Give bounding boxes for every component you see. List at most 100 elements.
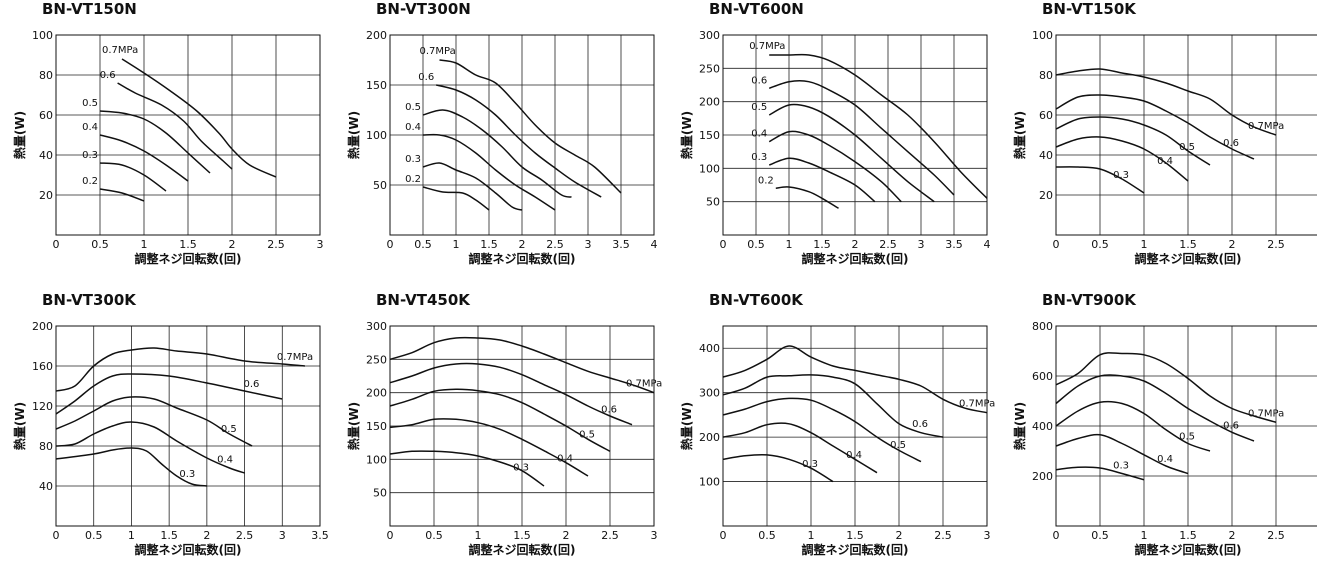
x-tick-label: 2 bbox=[896, 529, 903, 542]
y-tick-label: 800 bbox=[1032, 320, 1053, 333]
series-label: 0.4 bbox=[846, 450, 862, 461]
series-line bbox=[423, 110, 572, 197]
y-tick-label: 200 bbox=[32, 320, 53, 333]
series-label: 0.3 bbox=[1113, 461, 1129, 472]
series-line bbox=[1056, 69, 1276, 135]
x-tick-label: 3 bbox=[918, 238, 925, 251]
y-tick-label: 300 bbox=[699, 29, 720, 42]
x-tick-label: 0.5 bbox=[758, 529, 776, 542]
x-tick-label: 3 bbox=[984, 529, 991, 542]
series-label: 0.5 bbox=[221, 424, 237, 435]
x-tick-label: 0.5 bbox=[414, 238, 432, 251]
x-tick-label: 2.5 bbox=[546, 238, 564, 251]
y-tick-label: 200 bbox=[366, 29, 387, 42]
series-line bbox=[1056, 117, 1210, 165]
x-tick-label: 1.5 bbox=[813, 238, 831, 251]
series-label: 0.6 bbox=[601, 404, 617, 415]
series-label: 0.7MPa bbox=[277, 352, 313, 363]
series-label: 0.4 bbox=[557, 453, 573, 464]
x-tick-label: 1.5 bbox=[513, 529, 531, 542]
x-tick-label: 0 bbox=[53, 529, 60, 542]
series-line bbox=[118, 83, 232, 169]
series-line bbox=[723, 423, 877, 473]
series-label: 0.5 bbox=[751, 102, 767, 113]
x-tick-label: 0 bbox=[1053, 529, 1060, 542]
series-label: 0.7MPa bbox=[626, 379, 662, 390]
series-label: 0.4 bbox=[1157, 454, 1173, 465]
x-tick-label: 0.5 bbox=[1091, 238, 1109, 251]
x-tick-label: 1 bbox=[453, 238, 460, 251]
x-tick-label: 2.5 bbox=[601, 529, 619, 542]
y-tick-label: 150 bbox=[699, 129, 720, 142]
series-label: 0.5 bbox=[1179, 142, 1195, 153]
x-tick-label: 0.5 bbox=[425, 529, 443, 542]
series-label: 0.5 bbox=[1179, 431, 1195, 442]
series-label: 0.2 bbox=[758, 175, 774, 186]
x-tick-label: 1.5 bbox=[480, 238, 498, 251]
y-tick-label: 200 bbox=[699, 96, 720, 109]
x-tick-label: 1 bbox=[808, 529, 815, 542]
y-tick-label: 60 bbox=[39, 109, 53, 122]
series-label: 0.3 bbox=[1113, 170, 1129, 181]
series-line bbox=[390, 389, 610, 451]
x-tick-label: 3.5 bbox=[311, 529, 329, 542]
x-tick-label: 3 bbox=[317, 238, 324, 251]
y-axis-label: 熱量(W) bbox=[346, 402, 361, 450]
x-tick-label: 1 bbox=[1141, 529, 1148, 542]
y-tick-label: 250 bbox=[699, 62, 720, 75]
y-tick-label: 100 bbox=[699, 476, 720, 489]
series-line bbox=[122, 59, 276, 177]
x-tick-label: 4 bbox=[984, 238, 991, 251]
series-label: 0.6 bbox=[418, 72, 434, 83]
series-label: 0.3 bbox=[751, 152, 767, 163]
y-axis-label: 熱量(W) bbox=[679, 402, 694, 450]
series-line bbox=[423, 163, 522, 210]
x-tick-label: 2 bbox=[519, 238, 526, 251]
y-axis-label: 熱量(W) bbox=[1012, 402, 1027, 450]
series-line bbox=[100, 163, 166, 191]
x-tick-label: 2 bbox=[852, 238, 859, 251]
y-tick-label: 100 bbox=[366, 129, 387, 142]
x-axis-label: 調整ネジ回転数(回) bbox=[802, 251, 909, 266]
x-tick-label: 1 bbox=[128, 529, 135, 542]
x-tick-label: 2 bbox=[229, 238, 236, 251]
series-line bbox=[1056, 353, 1276, 422]
x-tick-label: 2 bbox=[1229, 529, 1236, 542]
series-line bbox=[769, 81, 954, 195]
x-tick-label: 0.5 bbox=[85, 529, 103, 542]
series-label: 0.2 bbox=[405, 174, 421, 185]
y-tick-label: 40 bbox=[39, 480, 53, 493]
series-label: 0.4 bbox=[82, 122, 98, 133]
series-label: 0.3 bbox=[405, 154, 421, 165]
series-label: 0.4 bbox=[751, 129, 767, 140]
y-tick-label: 40 bbox=[1039, 149, 1053, 162]
y-tick-label: 50 bbox=[706, 196, 720, 209]
x-tick-label: 0 bbox=[387, 529, 394, 542]
series-label: 0.4 bbox=[217, 455, 233, 466]
x-axis-label: 調整ネジ回転数(回) bbox=[469, 251, 576, 266]
chart-svg: 00.511.522.53200400600800調整ネジ回転数(回)熱量(W)… bbox=[1034, 291, 1317, 566]
x-tick-label: 2.5 bbox=[879, 238, 897, 251]
x-tick-label: 1 bbox=[1141, 238, 1148, 251]
y-tick-label: 200 bbox=[699, 431, 720, 444]
y-tick-label: 50 bbox=[373, 487, 387, 500]
x-tick-label: 1.5 bbox=[160, 529, 178, 542]
x-tick-label: 3 bbox=[279, 529, 286, 542]
x-axis-label: 調整ネジ回転数(回) bbox=[135, 251, 242, 266]
x-axis-label: 調整ネジ回転数(回) bbox=[135, 542, 242, 557]
x-axis-label: 調整ネジ回転数(回) bbox=[469, 542, 576, 557]
series-label: 0.6 bbox=[1223, 138, 1239, 149]
series-label: 0.5 bbox=[890, 440, 906, 451]
x-tick-label: 1 bbox=[475, 529, 482, 542]
chart-panel: BN-VT900K00.511.522.53200400600800調整ネジ回転… bbox=[1034, 291, 1317, 571]
y-tick-label: 100 bbox=[366, 453, 387, 466]
y-tick-label: 600 bbox=[1032, 370, 1053, 383]
y-tick-label: 400 bbox=[699, 342, 720, 355]
y-tick-label: 100 bbox=[1032, 29, 1053, 42]
x-tick-label: 1.5 bbox=[846, 529, 864, 542]
x-axis-label: 調整ネジ回転数(回) bbox=[1135, 542, 1242, 557]
y-tick-label: 20 bbox=[1039, 189, 1053, 202]
